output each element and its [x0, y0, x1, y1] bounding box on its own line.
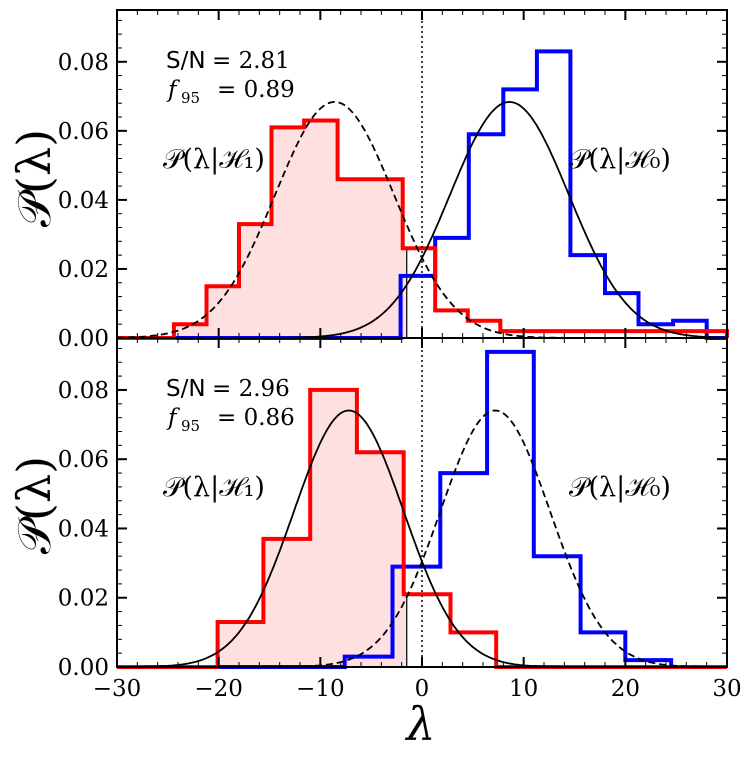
h1-histogram — [117, 118, 729, 340]
x-tick-label: −20 — [194, 676, 243, 702]
h1-shaded-region — [117, 389, 407, 667]
y-tick-label: 0.02 — [58, 586, 109, 612]
f95-value: = 0.86 — [217, 405, 295, 431]
f95-subscript: 95 — [181, 89, 200, 107]
h0-label: 𝒫(λ|ℋ₀) — [569, 144, 671, 175]
panel-top: 0.00 0.02 0.04 0.06 0.08 S/N = 2.81 f 95 = 0.89 𝒫(… — [58, 9, 729, 352]
x-tick-label: 0 — [415, 676, 430, 702]
h1-histogram — [117, 387, 727, 669]
sn-value: = 2.81 — [212, 48, 290, 74]
panel-bottom: 0.000.020.040.060.08−30 −20 −10 0 10 20 30S/N =… — [58, 337, 742, 702]
y-tick-label: 0.06 — [58, 447, 109, 473]
y-tick-label: 0.06 — [58, 119, 109, 145]
x-axis-label: λ — [404, 697, 435, 751]
h1-shaded-region — [117, 120, 407, 338]
f95-label: f — [166, 405, 180, 431]
x-tick-label: 10 — [509, 676, 538, 702]
x-tick-label: −30 — [93, 676, 142, 702]
x-tick-label: −10 — [296, 676, 345, 702]
y-axis-label-bottom: 𝒫(λ) — [7, 456, 61, 554]
h1-gaussian-curve — [117, 409, 727, 668]
y-tick-label: 0.08 — [58, 378, 109, 404]
y-tick-label: 0.02 — [58, 257, 109, 283]
y-tick-label: 0.04 — [58, 188, 109, 214]
y-tick-label: 0.00 — [58, 326, 109, 352]
x-tick-label: 20 — [611, 676, 640, 702]
h1-label: 𝒫(λ|ℋ₁) — [163, 472, 265, 503]
sn-label: S/N — [166, 376, 206, 402]
f95-label: f — [166, 77, 180, 103]
y-tick-label: 0.08 — [58, 50, 109, 76]
x-tick-label: 30 — [712, 676, 741, 702]
f95-value: = 0.89 — [217, 77, 295, 103]
h1-label: 𝒫(λ|ℋ₁) — [163, 144, 265, 175]
y-axis-label-top: 𝒫(λ) — [7, 129, 61, 227]
y-tick-label: 0.04 — [58, 516, 109, 542]
h0-label: 𝒫(λ|ℋ₀) — [569, 472, 671, 503]
y-tick-label: 0.00 — [58, 655, 109, 681]
sn-label: S/N — [166, 48, 206, 74]
f95-subscript: 95 — [181, 417, 200, 435]
sn-value: = 2.96 — [212, 376, 290, 402]
h0-histogram — [117, 349, 727, 669]
h0-gaussian-curve — [117, 409, 727, 668]
